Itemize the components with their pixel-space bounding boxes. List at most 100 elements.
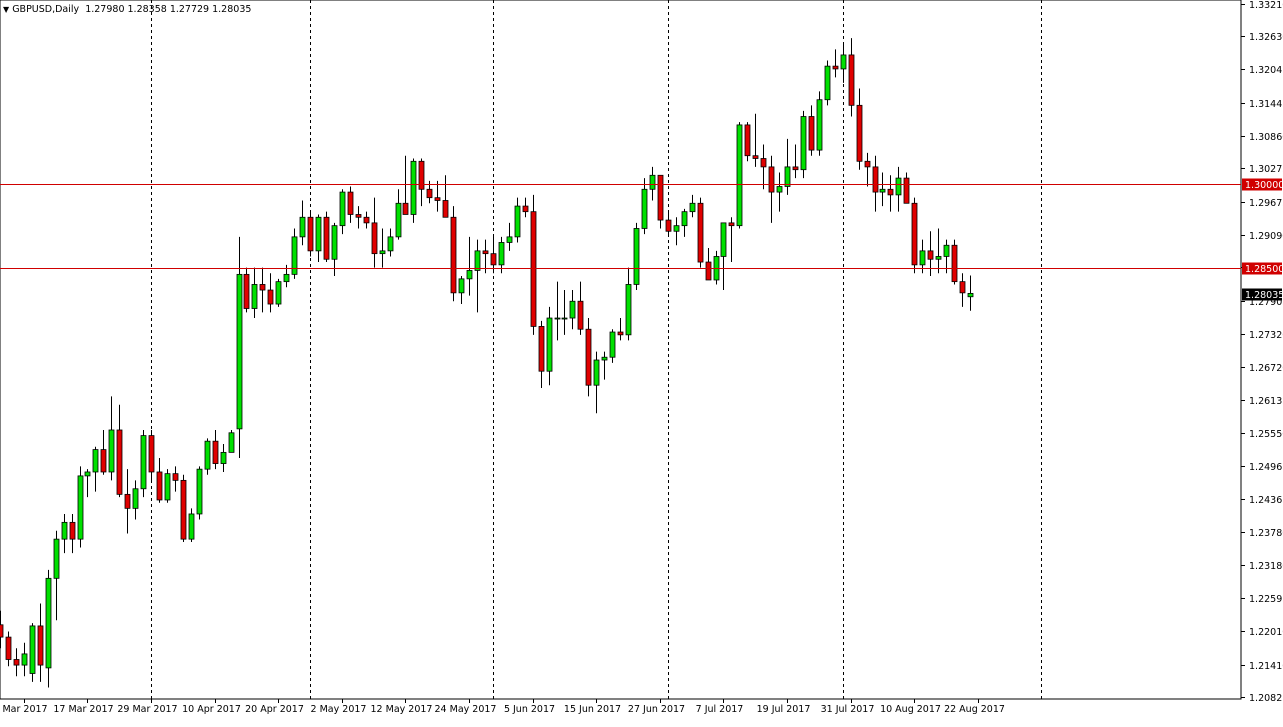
candle-body-98 xyxy=(776,186,783,193)
x-tick-label-1: 17 Mar 2017 xyxy=(53,704,113,715)
x-tick-label-12: 19 Jul 2017 xyxy=(757,704,811,715)
candle-body-76 xyxy=(601,356,608,361)
candle-body-110 xyxy=(872,166,879,193)
candle-body-43 xyxy=(339,191,346,227)
candle-body-31 xyxy=(243,273,250,309)
x-tick-label-14: 10 Aug 2017 xyxy=(880,704,941,715)
y-tick-label-1: 1.32630 xyxy=(1249,32,1283,43)
candle-body-12 xyxy=(92,449,99,473)
candle-body-81 xyxy=(641,188,648,229)
candle-body-55 xyxy=(434,197,441,201)
candle-body-54 xyxy=(426,188,433,199)
candle-body-92 xyxy=(728,222,735,227)
candle-body-0 xyxy=(0,624,4,638)
candle-body-85 xyxy=(673,225,680,232)
candle-body-23 xyxy=(180,479,187,540)
y-tick-label-15: 1.24365 xyxy=(1249,495,1283,506)
candle-body-4 xyxy=(29,625,36,674)
candle-body-82 xyxy=(649,174,656,190)
x-tick-label-5: 2 May 2017 xyxy=(311,704,367,715)
y-tick-label-0: 1.33210 xyxy=(1249,0,1283,11)
candle-body-38 xyxy=(299,216,306,238)
candle-body-3 xyxy=(21,653,28,666)
candle-body-32 xyxy=(251,284,258,309)
candle-body-97 xyxy=(768,166,775,193)
y-tick-label-4: 1.30860 xyxy=(1249,132,1283,143)
plot-frame xyxy=(0,0,1242,700)
candle-body-89 xyxy=(705,261,712,281)
candle-body-101 xyxy=(800,116,807,171)
candle-body-19 xyxy=(148,435,155,473)
x-tick-label-2: 29 Mar 2017 xyxy=(117,704,177,715)
candle-body-112 xyxy=(887,188,894,196)
candle-body-66 xyxy=(522,205,529,213)
chart-header: ▼ GBPUSD,Daily 1.27980 1.28358 1.27729 1… xyxy=(3,4,251,15)
candle-body-109 xyxy=(864,160,871,168)
chart-symbol-label: GBPUSD,Daily xyxy=(12,4,80,15)
candle-body-62 xyxy=(490,253,497,266)
collapse-triangle-icon[interactable]: ▼ xyxy=(3,5,10,14)
candle-body-61 xyxy=(482,250,489,255)
candle-body-104 xyxy=(824,65,831,101)
candle-body-68 xyxy=(538,326,545,372)
candle-body-58 xyxy=(458,278,465,294)
x-tick-label-8: 5 Jun 2017 xyxy=(504,704,555,715)
candle-body-108 xyxy=(856,104,863,162)
y-tick-label-16: 1.23780 xyxy=(1249,528,1283,539)
y-tick-label-11: 1.26720 xyxy=(1249,363,1283,374)
candle-body-27 xyxy=(212,440,219,464)
y-tick-label-7: 1.29090 xyxy=(1249,231,1283,242)
candle-body-114 xyxy=(903,177,910,204)
y-tick-label-20: 1.21410 xyxy=(1249,661,1283,672)
candle-body-103 xyxy=(816,99,823,151)
y-tick-label-5: 1.30275 xyxy=(1249,164,1283,175)
candle-body-17 xyxy=(132,488,139,509)
candle-body-2 xyxy=(13,659,20,666)
candle-body-40 xyxy=(315,216,322,252)
x-tick-label-15: 22 Aug 2017 xyxy=(944,704,1005,715)
candle-body-67 xyxy=(530,211,537,327)
candle-body-34 xyxy=(267,289,274,305)
candle-body-9 xyxy=(69,521,76,540)
candle-body-14 xyxy=(108,429,115,473)
candle-body-102 xyxy=(808,116,815,151)
candle-body-36 xyxy=(283,273,290,283)
y-tick-label-19: 1.22010 xyxy=(1249,627,1283,638)
candle-body-56 xyxy=(442,200,449,218)
y-tick-label-18: 1.22595 xyxy=(1249,594,1283,605)
candle-body-78 xyxy=(617,331,624,336)
y-tick-label-3: 1.31445 xyxy=(1249,99,1283,110)
candle-body-25 xyxy=(196,468,203,515)
horizontal-line-label-bg-0 xyxy=(1242,178,1282,191)
candle-body-16 xyxy=(124,493,131,509)
candle-body-72 xyxy=(569,300,576,319)
candle-body-59 xyxy=(466,270,473,280)
y-tick-label-9: 1.27905 xyxy=(1249,297,1283,308)
candle-body-33 xyxy=(259,284,266,291)
candle-body-87 xyxy=(689,202,696,213)
candle-body-37 xyxy=(291,236,298,275)
candle-body-21 xyxy=(164,473,171,501)
candle-body-57 xyxy=(450,216,457,294)
candle-body-45 xyxy=(355,214,362,218)
candle-body-118 xyxy=(935,256,942,260)
candle-body-84 xyxy=(665,219,672,232)
candle-body-100 xyxy=(792,166,799,171)
horizontal-line-label-1: 1.28500 xyxy=(1245,264,1283,275)
candle-body-95 xyxy=(752,155,759,159)
x-tick-label-10: 27 Jun 2017 xyxy=(628,704,685,715)
candle-body-46 xyxy=(363,216,370,224)
candle-body-18 xyxy=(140,435,147,490)
candle-body-120 xyxy=(951,244,958,283)
candle-body-73 xyxy=(577,300,584,330)
candle-body-48 xyxy=(379,250,386,255)
candle-body-75 xyxy=(593,359,600,386)
x-tick-label-9: 15 Jun 2017 xyxy=(564,704,621,715)
current-price-label: 1.28035 xyxy=(1245,290,1283,301)
candle-body-69 xyxy=(546,317,553,372)
y-tick-label-13: 1.25550 xyxy=(1249,429,1283,440)
x-tick-label-7: 24 May 2017 xyxy=(435,704,497,715)
current-price-label-bg xyxy=(1242,288,1282,301)
